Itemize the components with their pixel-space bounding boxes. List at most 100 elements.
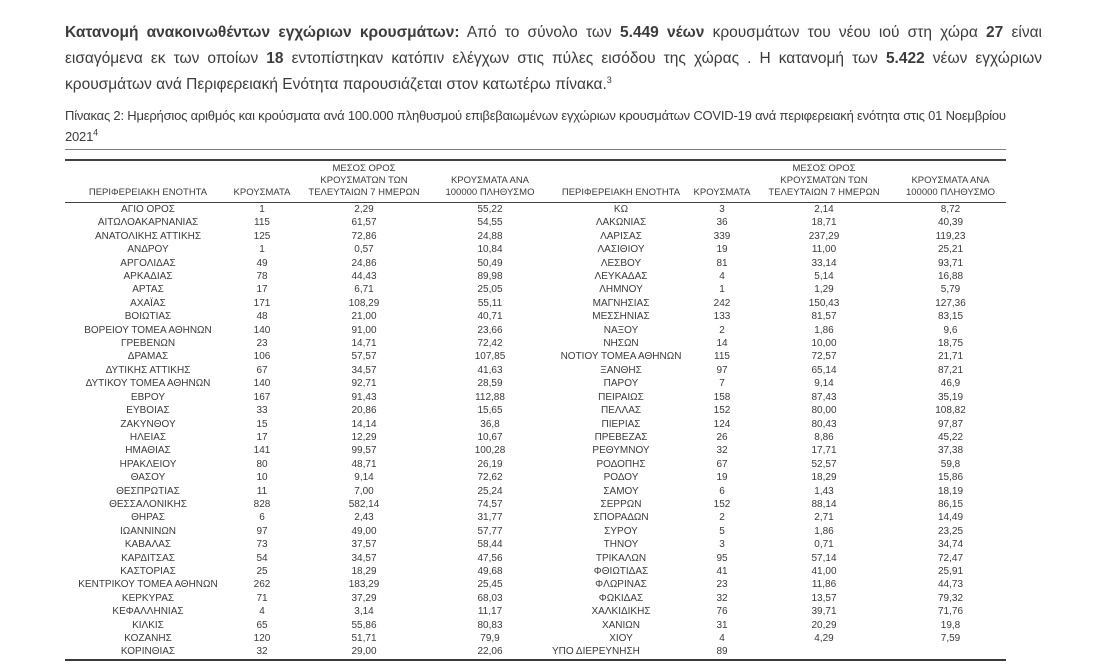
header-gap [545, 163, 551, 203]
cases-value-cell: 49 [256, 257, 268, 269]
region-name-cell: ΛΑΡΙΣΑΣ [600, 230, 642, 242]
region-name-cell: ΚΕΡΚΥΡΑΣ [121, 592, 175, 604]
intro-text: είναι εισαγόμενα εκ των οποίων [65, 23, 1042, 67]
header-region-left: ΠΕΡΙΦΕΡΕΙΑΚΗ ΕΝΟΤΗΤΑ [65, 163, 231, 203]
region-name-cell: ΧΑΝΙΩΝ [601, 619, 641, 631]
region-name-cell: ΝΑΞΟΥ [603, 324, 639, 336]
cases-value-cell: 158 [713, 391, 731, 403]
table-body: ΑΓΙΟ ΟΡΟΣ 1 2,29 55,22 ΚΩ 3 2,14 8,72 ΑΙ… [65, 203, 1006, 660]
avg7-value-cell: 17,71 [811, 445, 837, 457]
avg7-value-cell: 72,57 [811, 351, 837, 363]
avg7-value-cell: 11,00 [811, 244, 837, 256]
avg7-value-cell: 88,14 [811, 498, 837, 510]
region-name-cell: ΠΑΡΟΥ [603, 378, 639, 390]
cases-value-cell: 32 [716, 592, 728, 604]
cases-value-cell: 17 [256, 431, 268, 443]
avg7-value-cell: 8,86 [814, 431, 834, 443]
region-name-cell: ΣΑΜΟΥ [603, 485, 639, 497]
per100k-value-cell: 107,85 [474, 351, 506, 363]
region-name-cell: ΑΙΤΩΛΟΑΚΑΡΝΑΝΙΑΣ [97, 217, 199, 229]
avg7-value-cell: 48,71 [351, 458, 377, 470]
per100k-value-cell: 72,42 [477, 338, 503, 350]
region-name-cell: ΝΟΤΙΟΥ ΤΟΜΕΑ ΑΘΗΝΩΝ [560, 351, 682, 363]
per100k-value-cell: 41,63 [477, 364, 503, 376]
per100k-value-cell: 25,24 [477, 485, 503, 497]
region-name-cell: ΑΓΙΟ ΟΡΟΣ [121, 204, 175, 215]
cases-value-cell: 97 [256, 525, 268, 537]
table-row: ΑΙΤΩΛΟΑΚΑΡΝΑΝΙΑΣ 115 61,57 54,55 ΛΑΚΩΝΙΑ… [65, 216, 1006, 229]
region-name-cell: ΜΑΓΝΗΣΙΑΣ [592, 297, 650, 309]
region-name-cell: ΜΕΣΣΗΝΙΑΣ [592, 311, 650, 323]
cases-value-cell: 120 [253, 633, 271, 644]
per100k-value-cell: 10,84 [477, 244, 503, 256]
region-name-cell: ΥΠΟ ΔΙΕΡΕΥΝΗΣΗ [552, 646, 640, 658]
per100k-value-cell: 127,36 [935, 297, 966, 309]
table-row: ΑΝΑΤΟΛΙΚΗΣ ΑΤΤΙΚΗΣ 125 72,86 24,88 ΛΑΡΙΣ… [65, 230, 1006, 243]
avg7-value-cell: 18,71 [811, 217, 837, 229]
table-row: ΚΟΖΑΝΗΣ 120 51,71 79,9 ΧΙΟΥ 4 4,29 7,59 [65, 632, 1006, 645]
per100k-value-cell: 22,06 [477, 646, 503, 658]
region-name-cell: ΚΕΦΑΛΛΗΝΙΑΣ [112, 606, 184, 618]
per100k-value-cell: 5,79 [940, 284, 961, 296]
region-name-cell: ΣΠΟΡΑΔΩΝ [593, 512, 649, 524]
avg7-value-cell: 1,43 [814, 485, 834, 497]
cases-value-cell: 5 [719, 525, 725, 537]
region-name-cell: ΦΛΩΡΙΝΑΣ [595, 579, 647, 591]
cases-value-cell: 65 [256, 619, 268, 631]
per100k-value-cell: 79,32 [937, 592, 964, 604]
per100k-value-cell: 9,6 [943, 324, 958, 336]
region-name-cell: ΧΙΟΥ [609, 633, 633, 644]
table-caption-text: Πίνακας 2: Ημερήσιος αριθμός και κρούσμα… [65, 108, 1006, 144]
per100k-value-cell: 57,77 [477, 525, 503, 537]
per100k-value-cell: 18,75 [937, 338, 964, 350]
avg7-value-cell: 29,00 [351, 646, 377, 658]
per100k-value-cell: 83,15 [937, 311, 964, 323]
region-name-cell: ΑΝΔΡΟΥ [127, 244, 169, 256]
region-name-cell: ΑΡΚΑΔΙΑΣ [123, 271, 173, 283]
region-name-cell: ΘΑΣΟΥ [130, 472, 166, 484]
per100k-value-cell: 25,05 [477, 284, 503, 296]
per100k-value-cell: 23,25 [937, 525, 964, 537]
cases-value-cell: 41 [716, 565, 728, 577]
region-name-cell: ΘΗΡΑΣ [131, 512, 165, 524]
region-name-cell: ΦΩΚΙΔΑΣ [598, 592, 644, 604]
table-row: ΑΝΔΡΟΥ 1 0,57 10,84 ΛΑΣΙΘΙΟΥ 19 11,00 25… [65, 243, 1006, 256]
region-name-cell: ΚΟΡΙΝΘΙΑΣ [120, 646, 176, 658]
cases-value-cell: 115 [714, 351, 730, 363]
per100k-value-cell: 89,98 [477, 271, 503, 283]
avg7-value-cell: 57,14 [811, 552, 837, 564]
avg7-value-cell: 37,57 [351, 539, 377, 551]
cases-value-cell: 32 [256, 646, 268, 658]
region-name-cell: ΚΑΡΔΙΤΣΑΣ [121, 552, 175, 564]
avg7-value-cell: 582,14 [348, 498, 380, 510]
table-caption: Πίνακας 2: Ημερήσιος αριθμός και κρούσμα… [65, 105, 1042, 147]
per100k-value-cell: 46,9 [940, 378, 961, 390]
avg7-value-cell: 5,14 [814, 271, 834, 283]
cases-value-cell: 6 [259, 512, 265, 524]
region-name-cell: ΣΥΡΟΥ [604, 525, 638, 537]
per100k-value-cell: 45,22 [937, 431, 964, 443]
per100k-value-cell: 24,88 [477, 230, 503, 242]
cases-value-cell: 140 [253, 324, 271, 336]
cases-value-cell: 339 [713, 230, 731, 242]
domestic-cases-count: 5.422 [885, 49, 925, 67]
per100k-value-cell: 49,68 [477, 565, 503, 577]
avg7-value-cell: 11,86 [811, 579, 837, 591]
avg7-value-cell: 183,29 [348, 579, 380, 591]
footnote-ref-4: 4 [93, 127, 98, 138]
region-name-cell: ΖΑΚΥΝΘΟΥ [120, 418, 176, 430]
table-row: ΘΗΡΑΣ 6 2,43 31,77 ΣΠΟΡΑΔΩΝ 2 2,71 14,49 [65, 511, 1006, 524]
region-name-cell: ΡΕΘΥΜΝΟΥ [592, 445, 650, 457]
region-name-cell: ΑΝΑΤΟΛΙΚΗΣ ΑΤΤΙΚΗΣ [94, 230, 202, 242]
region-name-cell: ΤΗΝΟΥ [603, 539, 639, 551]
per100k-value-cell: 119,23 [935, 230, 966, 242]
per100k-value-cell: 28,59 [477, 378, 503, 390]
table-row: ΔΥΤΙΚΟΥ ΤΟΜΕΑ ΑΘΗΝΩΝ 140 92,71 28,59 ΠΑΡ… [65, 377, 1006, 390]
table-row: ΑΡΤΑΣ 17 6,71 25,05 ΛΗΜΝΟΥ 1 1,29 5,79 [65, 283, 1006, 296]
table-row: ΚΑΣΤΟΡΙΑΣ 25 18,29 49,68 ΦΘΙΩΤΙΔΑΣ 41 41… [65, 565, 1006, 578]
top-rule-light [65, 149, 1006, 150]
region-name-cell: ΚΕΝΤΡΙΚΟΥ ΤΟΜΕΑ ΑΘΗΝΩΝ [78, 579, 218, 591]
avg7-value-cell: 2,14 [814, 204, 834, 215]
per100k-value-cell: 25,21 [937, 244, 964, 256]
region-name-cell: ΠΕΙΡΑΙΩΣ [598, 391, 644, 403]
